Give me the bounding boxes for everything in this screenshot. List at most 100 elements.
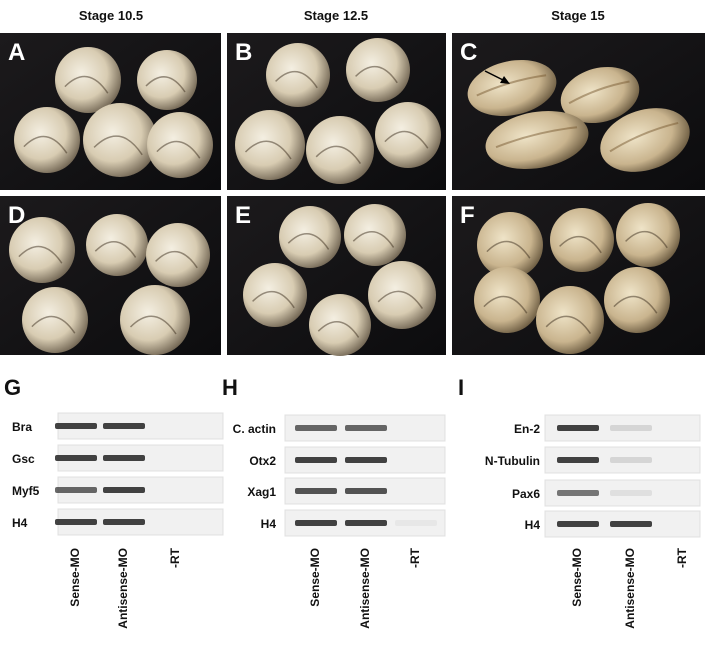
band (610, 425, 652, 431)
embryo (474, 267, 540, 333)
blastopore (625, 231, 668, 249)
gene-label: Gsc (12, 452, 35, 466)
embryo (560, 66, 640, 124)
gene-label: H4 (525, 518, 541, 532)
embryo (83, 103, 157, 177)
lane-label: -RT (168, 547, 182, 568)
band (395, 520, 437, 526)
embryo (55, 47, 121, 113)
panel-letter: G (4, 375, 21, 400)
embryo (604, 267, 670, 333)
blastopore (377, 290, 424, 310)
embryo (235, 110, 305, 180)
panel-letter: F (460, 202, 475, 229)
blastopore (94, 241, 137, 258)
blastopore (156, 140, 201, 159)
embryo (14, 107, 80, 173)
lane-label: Antisense-MO (358, 548, 372, 629)
gene-label: H4 (12, 516, 28, 530)
embryo (266, 43, 330, 107)
lane-label: Antisense-MO (623, 548, 637, 629)
band (295, 425, 337, 431)
band (610, 490, 652, 496)
lane-label: Antisense-MO (116, 548, 130, 629)
band (55, 487, 97, 493)
band (55, 519, 97, 525)
blastopore (275, 71, 318, 89)
lane-label: -RT (408, 547, 422, 568)
embryo (86, 214, 148, 276)
arrow (484, 70, 504, 81)
stage-label: Stage 12.5 (304, 8, 368, 23)
embryo (147, 112, 213, 178)
embryo (477, 212, 543, 278)
gene-label: Myf5 (12, 484, 40, 498)
gene-label: Xag1 (247, 485, 276, 499)
blastopore (384, 130, 429, 149)
lane-label: Sense-MO (68, 548, 82, 607)
gene-label: Bra (12, 420, 32, 434)
band (103, 455, 145, 461)
blastopore (315, 145, 362, 165)
band (55, 455, 97, 461)
embryo (146, 223, 210, 287)
neural-fold (609, 121, 679, 153)
blastopore (18, 245, 63, 264)
band (295, 457, 337, 463)
blastopore (317, 321, 360, 338)
embryo (550, 208, 614, 272)
embryo (137, 50, 197, 110)
band (103, 423, 145, 429)
band (610, 457, 652, 463)
neural-fold (495, 126, 578, 149)
gene-label: C. actin (233, 422, 276, 436)
gene-label: En-2 (514, 422, 540, 436)
panel-letter: D (8, 202, 25, 229)
band (345, 457, 387, 463)
embryo (485, 110, 589, 170)
gene-label: Otx2 (249, 454, 276, 468)
stage-label: Stage 10.5 (79, 8, 143, 23)
blastopore (252, 291, 295, 309)
photo-panels: A B C D E F (0, 33, 705, 356)
blastopore (352, 231, 395, 248)
embryo (22, 287, 88, 353)
blastopore (355, 66, 398, 84)
neural-fold (568, 80, 630, 105)
blastopore (545, 315, 592, 335)
band (55, 423, 97, 429)
stage-label: Stage 15 (551, 8, 604, 23)
embryo (243, 263, 307, 327)
panel-letter: H (222, 375, 238, 400)
lane-label: Sense-MO (308, 548, 322, 607)
gene-label: N-Tubulin (485, 454, 540, 468)
band (557, 425, 599, 431)
band (557, 521, 599, 527)
embryo (344, 204, 406, 266)
blastopore (93, 135, 143, 156)
blastopore (23, 135, 68, 154)
embryo (375, 102, 441, 168)
panel-letter: A (8, 39, 25, 66)
band (295, 488, 337, 494)
band (295, 520, 337, 526)
embryo (368, 261, 436, 329)
embryo (600, 108, 690, 172)
panel-letter: B (235, 39, 252, 66)
blastopore (483, 295, 528, 314)
band (557, 457, 599, 463)
panel-letter: C (460, 39, 477, 66)
band (345, 488, 387, 494)
blot-panels: G Bra Gsc Myf5 H4 Sense-MO Antisense-MO -RT H C. … (4, 375, 701, 629)
embryo (9, 217, 75, 283)
blastopore (145, 76, 186, 93)
band (610, 521, 652, 527)
blastopore (31, 315, 76, 334)
lane-label: Sense-MO (570, 548, 584, 607)
embryo (309, 294, 371, 356)
embryo (120, 285, 190, 355)
blastopore (287, 233, 330, 250)
band (103, 519, 145, 525)
band (557, 490, 599, 496)
